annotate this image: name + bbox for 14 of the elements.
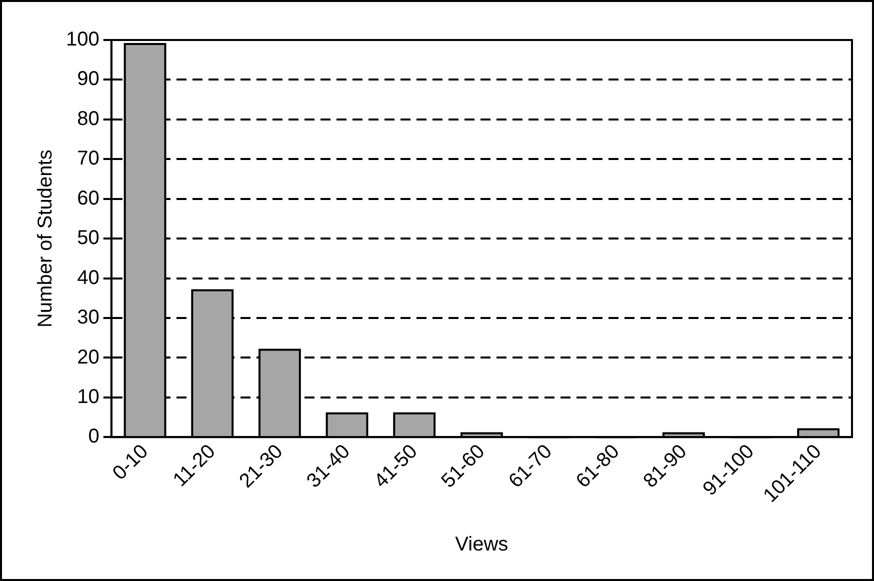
y-tick-label: 0 bbox=[88, 426, 100, 448]
y-tick-label: 100 bbox=[66, 28, 100, 51]
y-tick-label: 90 bbox=[77, 68, 100, 90]
y-tick-label: 70 bbox=[77, 148, 100, 170]
y-tick-label: 50 bbox=[77, 227, 100, 250]
y-tick-label: 80 bbox=[77, 108, 100, 130]
y-axis-title: Number of Students bbox=[34, 150, 57, 328]
y-tick-label: 30 bbox=[77, 306, 100, 329]
y-tick-label: 60 bbox=[77, 187, 100, 210]
x-tick-label: 0-10 bbox=[108, 440, 152, 484]
y-tick-label: 20 bbox=[77, 346, 100, 368]
x-axis-title: Views bbox=[455, 534, 508, 556]
y-tick-label: 40 bbox=[77, 266, 100, 289]
y-tick-label: 10 bbox=[77, 386, 100, 408]
